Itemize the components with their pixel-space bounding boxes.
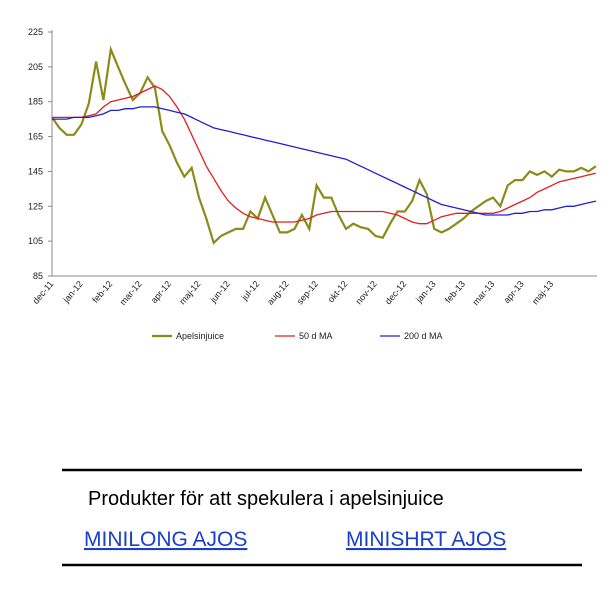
legend-label: Apelsinjuice bbox=[176, 331, 224, 341]
legend-label: 50 d MA bbox=[299, 331, 333, 341]
products-heading: Produkter för att spekulera i apelsinjui… bbox=[88, 488, 444, 510]
x-tick-label: feb-13 bbox=[443, 279, 467, 305]
y-tick-label: 225 bbox=[28, 27, 43, 37]
y-tick-label: 85 bbox=[33, 271, 43, 281]
x-tick-label: apr-13 bbox=[502, 279, 526, 305]
x-tick-label: aug-12 bbox=[265, 279, 291, 307]
y-tick-label: 205 bbox=[28, 62, 43, 72]
series-line bbox=[52, 85, 597, 225]
y-tick-label: 105 bbox=[28, 236, 43, 246]
x-tick-label: dec-11 bbox=[31, 279, 56, 306]
x-tick-label: jul-12 bbox=[239, 279, 261, 303]
series-line bbox=[52, 106, 597, 216]
x-tick-label: apr-12 bbox=[149, 279, 173, 305]
series-line bbox=[51, 45, 597, 245]
x-tick-label: maj-12 bbox=[177, 279, 202, 307]
x-tick-label: mar-12 bbox=[118, 279, 144, 307]
x-tick-label: okt-12 bbox=[326, 279, 350, 305]
product-link[interactable]: MINISHRT AJOS bbox=[346, 528, 506, 551]
legend-label: 200 d MA bbox=[404, 331, 443, 341]
x-tick-label: sep-12 bbox=[295, 279, 320, 307]
x-tick-label: dec-12 bbox=[383, 279, 408, 307]
y-tick-label: 125 bbox=[28, 201, 43, 211]
x-tick-label: nov-12 bbox=[354, 279, 379, 307]
x-tick-label: jan-12 bbox=[61, 279, 85, 305]
x-tick-label: feb-12 bbox=[90, 279, 114, 305]
x-tick-label: jan-13 bbox=[413, 279, 437, 305]
y-tick-label: 185 bbox=[28, 97, 43, 107]
y-tick-label: 165 bbox=[28, 132, 43, 142]
product-link[interactable]: MINILONG AJOS bbox=[84, 528, 247, 551]
y-tick-label: 145 bbox=[28, 166, 43, 176]
x-tick-label: jun-12 bbox=[208, 279, 232, 305]
x-tick-label: mar-13 bbox=[471, 279, 497, 307]
x-tick-label: maj-13 bbox=[530, 279, 555, 307]
